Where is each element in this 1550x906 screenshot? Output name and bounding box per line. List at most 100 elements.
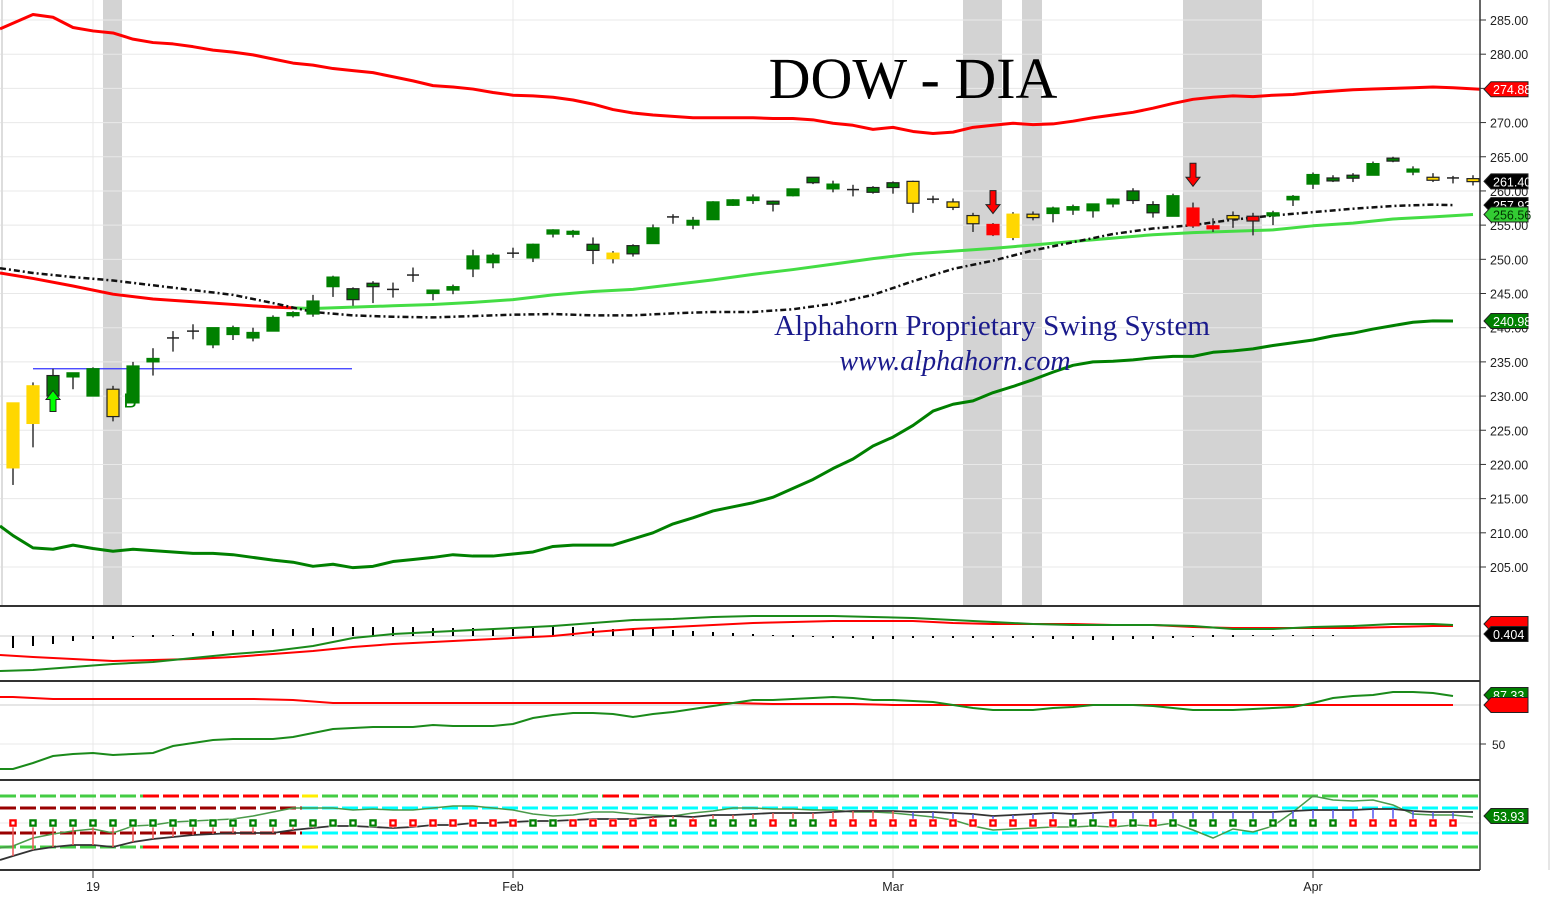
candle [1026, 211, 1040, 221]
candle [126, 361, 140, 404]
candle-body [1306, 173, 1320, 185]
y-axis-label: 210.00 [1490, 527, 1528, 541]
candle-body [86, 368, 100, 397]
marker-dot [1111, 821, 1115, 825]
candle [326, 275, 340, 297]
candle [407, 267, 419, 282]
candle [106, 385, 120, 422]
candle [1086, 203, 1100, 218]
candle-body [866, 186, 880, 193]
marker-dot [51, 821, 55, 825]
candle-body [986, 223, 1000, 236]
moving-average-red [0, 271, 294, 310]
candle [1447, 175, 1459, 184]
y-axis-label: 225.00 [1490, 424, 1528, 438]
candle-body [946, 201, 960, 208]
value-tag-shape [1483, 808, 1529, 824]
marker-dot [191, 821, 195, 825]
candle [646, 224, 660, 245]
candle [927, 195, 939, 204]
marker-dot [751, 821, 755, 825]
stochastic-line [0, 691, 1454, 770]
candle [1306, 172, 1320, 189]
marker-dot [331, 821, 335, 825]
marker-dot [1131, 821, 1135, 825]
candle-body [26, 385, 40, 425]
marker-dot [1051, 821, 1055, 825]
y-axis-label: 205.00 [1490, 561, 1528, 575]
marker-dot [311, 821, 315, 825]
candle-body [606, 252, 620, 260]
candle [507, 247, 519, 258]
candle-body [6, 402, 20, 469]
marker-dot [1151, 821, 1155, 825]
candle [26, 382, 40, 448]
value-tag-text: 256.56 [1493, 208, 1531, 222]
candle [6, 402, 20, 485]
candle [946, 198, 960, 211]
y-axis-label: 270.00 [1490, 117, 1528, 131]
value-tag-text: 53.93 [1493, 810, 1524, 824]
candle [366, 281, 380, 304]
y-axis-label: 285.00 [1490, 14, 1528, 28]
marker-dot [871, 821, 875, 825]
candle-body [806, 176, 820, 184]
candle [746, 194, 760, 204]
marker-dot [391, 821, 395, 825]
upper-band [0, 13, 1481, 136]
marker-dot [1391, 821, 1395, 825]
candle [246, 327, 260, 342]
marker-dot [371, 821, 375, 825]
candle [86, 367, 100, 397]
candle-body [306, 300, 320, 315]
value-tag: 256.56 [1483, 206, 1531, 222]
candle [1106, 198, 1120, 208]
marker-dot [471, 821, 475, 825]
candle [1246, 212, 1260, 236]
value-tag-shape [1483, 312, 1529, 329]
candle-body [366, 282, 380, 288]
marker-dot [791, 821, 795, 825]
candle-body [686, 219, 700, 226]
candle-body [786, 188, 800, 197]
candle-body [706, 201, 720, 221]
marker-dot [971, 821, 975, 825]
candle-body [1186, 207, 1200, 227]
candle [1466, 175, 1480, 186]
dash-dot-ma [0, 203, 1454, 319]
candle [1406, 166, 1420, 176]
marker-dot [1271, 821, 1275, 825]
candle-body [426, 289, 440, 295]
candle [866, 186, 880, 194]
candle [986, 223, 1000, 237]
candle [526, 243, 540, 263]
marker-dot [851, 821, 855, 825]
marker-dot [111, 821, 115, 825]
marker-dot [1071, 821, 1075, 825]
candle [1386, 156, 1400, 163]
candle [826, 180, 840, 193]
candle [426, 289, 440, 301]
candle-body [206, 327, 220, 346]
candle-body [126, 365, 140, 404]
value-tag-text: 261.40 [1493, 175, 1531, 189]
candle [1326, 175, 1340, 183]
signal-markers: B [44, 162, 1202, 412]
candle-body [626, 245, 640, 255]
marker-dot [611, 821, 615, 825]
candle-body [286, 312, 300, 317]
candle-body [1026, 213, 1040, 219]
value-tag-shape [1483, 697, 1529, 713]
candle [1006, 212, 1020, 241]
marker-dot [711, 821, 715, 825]
shaded-period [103, 0, 122, 606]
marker-dot [991, 821, 995, 825]
value-tag: 261.40 [1483, 173, 1531, 189]
marker-dot [591, 821, 595, 825]
candle-body [66, 372, 80, 378]
candle-body [546, 229, 560, 235]
marker-dot [631, 821, 635, 825]
x-axis-label: Feb [502, 880, 524, 894]
